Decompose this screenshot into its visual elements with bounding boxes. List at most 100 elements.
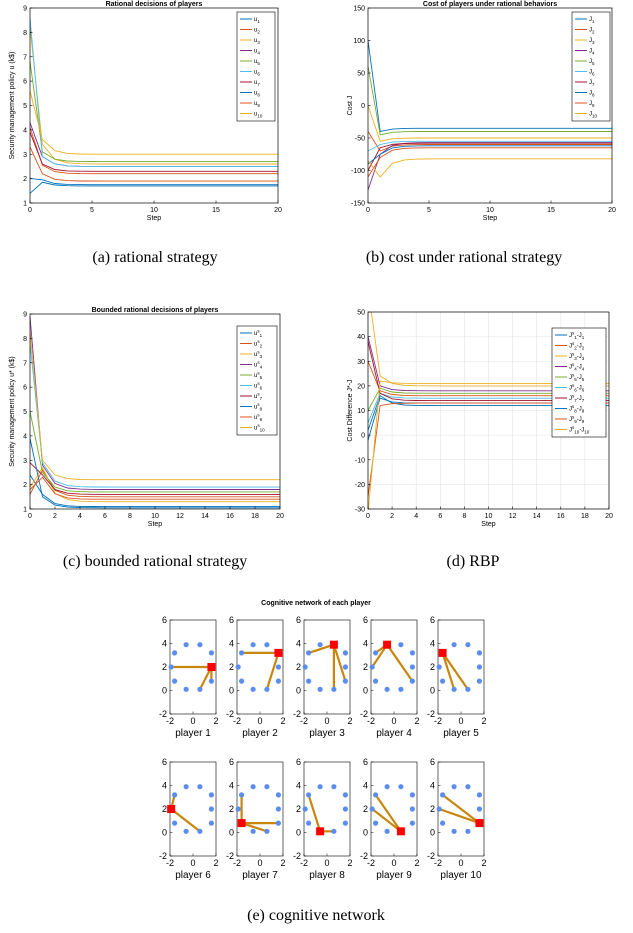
network-node bbox=[197, 686, 203, 692]
network-player-label: player 4 bbox=[376, 728, 412, 739]
y-tick-label: 1 bbox=[23, 201, 27, 208]
x-tick-label: 20 bbox=[276, 513, 284, 520]
legend-entry-4: u4 bbox=[254, 49, 260, 56]
y-tick-label: 6 bbox=[229, 615, 234, 625]
x-axis-label: Step bbox=[147, 215, 162, 222]
legend-entry-2: J2 bbox=[589, 28, 595, 35]
network-node bbox=[465, 686, 471, 692]
y-tick-label: 0 bbox=[363, 686, 368, 696]
x-tick-label: 6 bbox=[103, 513, 107, 520]
x-tick-label: 0 bbox=[366, 207, 370, 214]
x-tick-label: 2 bbox=[347, 858, 352, 868]
panel-rational-decisions: 0 5 10 15 20 1 2 3 4 5 6 7 8 9 Rational decisions of p… bbox=[9, 1, 282, 222]
network-edge bbox=[241, 822, 268, 833]
chart-title: Rational decisions of players bbox=[106, 1, 203, 8]
legend-entry-1: Js1-J1 bbox=[569, 331, 585, 341]
x-tick-label: -2 bbox=[367, 716, 375, 726]
y-tick-label: 8 bbox=[23, 336, 27, 343]
y-tick-label: 100 bbox=[353, 38, 365, 45]
y-tick-label: 0 bbox=[361, 103, 365, 110]
network-node bbox=[239, 650, 245, 656]
x-tick-label: 12 bbox=[176, 513, 184, 520]
x-axis-label: Step bbox=[481, 521, 496, 528]
series-line-3 bbox=[30, 27, 278, 165]
x-tick-label: 0 bbox=[324, 716, 329, 726]
legend-entry-9: u9 bbox=[254, 101, 260, 108]
legend-entry-6: u6 bbox=[254, 70, 260, 77]
y-tick-label: -20 bbox=[355, 482, 365, 489]
legend-entry-7: u7 bbox=[254, 80, 260, 87]
network-node bbox=[440, 820, 446, 826]
y-tick-label: 4 bbox=[296, 781, 301, 791]
series-line-7 bbox=[30, 462, 280, 495]
y-tick-label: 4 bbox=[229, 639, 234, 649]
network-node bbox=[398, 642, 404, 648]
x-tick-label: 0 bbox=[391, 858, 396, 868]
network-node bbox=[235, 806, 241, 812]
legend-entry-1: us1 bbox=[254, 329, 263, 339]
x-tick-label: 16 bbox=[226, 513, 234, 520]
network-node bbox=[476, 792, 482, 798]
network-node bbox=[440, 678, 446, 684]
x-tick-label: -2 bbox=[300, 858, 308, 868]
y-tick-label: 3 bbox=[23, 458, 27, 465]
network-node bbox=[409, 792, 415, 798]
legend-entry-8: us8 bbox=[254, 402, 263, 412]
legend-entry-10: u10 bbox=[254, 112, 263, 119]
panel-rational-cost: 0 5 10 15 20 -150 -100 -50 0 50 100 150 Cost of play… bbox=[347, 1, 616, 222]
network-node bbox=[302, 664, 308, 670]
y-tick-label: 0 bbox=[162, 686, 167, 696]
network-node bbox=[384, 686, 390, 692]
network-node bbox=[250, 642, 256, 648]
network-node bbox=[476, 664, 482, 670]
y-tick-label: 6 bbox=[296, 757, 301, 767]
legend-entry-4: J4 bbox=[589, 49, 595, 56]
y-tick-label: -2 bbox=[360, 709, 368, 719]
y-tick-label: 4 bbox=[23, 127, 27, 134]
series-line-6 bbox=[368, 140, 612, 152]
x-tick-label: 8 bbox=[462, 513, 466, 520]
x-tick-label: -2 bbox=[300, 716, 308, 726]
network-node bbox=[208, 806, 214, 812]
network-node bbox=[331, 686, 337, 692]
y-tick-label: 2 bbox=[430, 804, 435, 814]
series-line-6 bbox=[30, 17, 278, 167]
y-tick-label: -2 bbox=[226, 851, 234, 861]
x-tick-label: 14 bbox=[201, 513, 209, 520]
network-node bbox=[398, 686, 404, 692]
series-line-4 bbox=[30, 316, 280, 490]
x-tick-label: 18 bbox=[251, 513, 259, 520]
network-node bbox=[264, 642, 270, 648]
chart-title: Bounded rational decisions of players bbox=[92, 307, 219, 314]
series-line-7 bbox=[30, 132, 278, 172]
network-edge bbox=[170, 808, 201, 833]
network-self-node bbox=[383, 640, 392, 649]
legend-entry-10: Js10-J10 bbox=[569, 425, 590, 435]
y-tick-label: 6 bbox=[363, 757, 368, 767]
network-node bbox=[172, 820, 178, 826]
series-line-10 bbox=[30, 90, 278, 155]
caption-b: (b) cost under rational strategy bbox=[366, 249, 562, 266]
legend-entry-4: Js4-J4 bbox=[569, 362, 585, 372]
y-tick-label: 2 bbox=[229, 804, 234, 814]
network-node bbox=[373, 678, 379, 684]
y-tick-label: 3 bbox=[23, 152, 27, 159]
series-line-2 bbox=[30, 469, 280, 498]
network-node bbox=[373, 650, 379, 656]
network-node bbox=[409, 664, 415, 670]
x-tick-label: 0 bbox=[257, 858, 262, 868]
y-tick-label: -30 bbox=[355, 507, 365, 514]
series-line-1 bbox=[30, 181, 278, 194]
network-node bbox=[172, 792, 178, 798]
legend-entry-10: us10 bbox=[254, 423, 265, 433]
series-line-9 bbox=[368, 147, 612, 178]
series-line-3 bbox=[30, 466, 280, 503]
y-tick-label: 6 bbox=[23, 385, 27, 392]
y-tick-label: -10 bbox=[355, 457, 365, 464]
network-node bbox=[275, 820, 281, 826]
y-tick-label: 40 bbox=[357, 334, 365, 341]
network-edge bbox=[374, 794, 402, 832]
network-node bbox=[208, 792, 214, 798]
